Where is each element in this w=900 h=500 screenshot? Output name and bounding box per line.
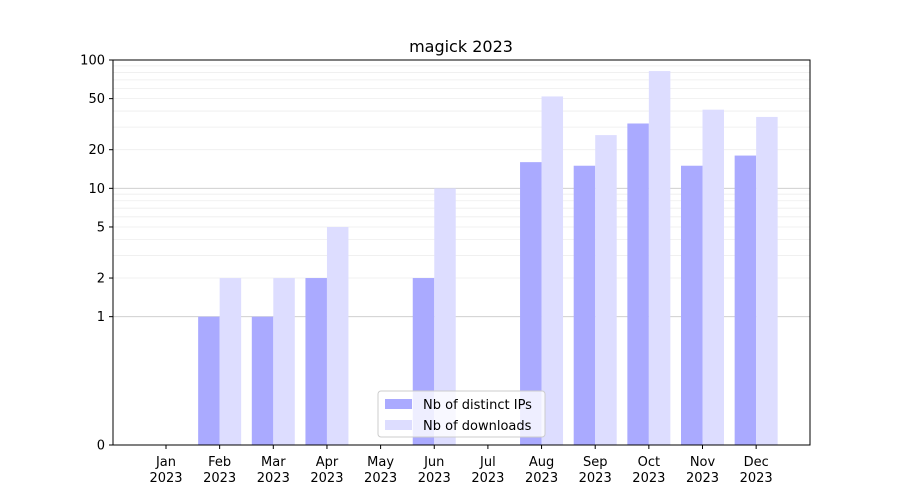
bar-distinct-ips xyxy=(251,316,274,445)
x-tick-label-year: 2023 xyxy=(632,471,665,486)
legend-label: Nb of downloads xyxy=(423,419,532,434)
x-tick-label-year: 2023 xyxy=(686,471,719,486)
bar-downloads xyxy=(756,116,778,446)
bar-downloads xyxy=(702,109,724,445)
x-tick-label-month: Nov xyxy=(690,455,716,470)
bar-downloads xyxy=(326,226,349,445)
y-axis: 0 1 2 5 10 20 50 100 xyxy=(80,54,113,454)
x-tick-label-month: Dec xyxy=(744,455,769,470)
y-tick-label: 0 xyxy=(97,439,105,454)
x-tick-label-year: 2023 xyxy=(740,471,773,486)
legend: Nb of distinct IPs Nb of downloads xyxy=(377,390,546,438)
legend-box xyxy=(377,390,546,438)
plot-frame xyxy=(112,59,811,446)
x-tick-label-year: 2023 xyxy=(310,471,343,486)
bar-downloads xyxy=(434,188,456,446)
bar-distinct-ips xyxy=(305,278,327,445)
x-tick-label-month: Jun xyxy=(423,455,444,470)
y-tick-label: 50 xyxy=(88,92,105,107)
legend-label: Nb of distinct IPs xyxy=(423,398,532,413)
x-tick-label-month: Sep xyxy=(583,455,608,470)
bar-downloads xyxy=(219,278,242,445)
chart-title: magick 2023 xyxy=(409,37,513,56)
x-tick-label-year: 2023 xyxy=(418,471,451,486)
y-tick-label: 10 xyxy=(88,182,105,197)
bar-downloads xyxy=(273,278,295,445)
x-tick-label-year: 2023 xyxy=(525,471,558,486)
y-tick-label: 2 xyxy=(97,272,105,287)
x-axis: Jan2023Feb2023Mar2023Apr2023May2023Jun20… xyxy=(149,445,773,486)
bar-downloads xyxy=(541,96,564,446)
bar-distinct-ips xyxy=(681,165,703,445)
bar-distinct-ips xyxy=(627,123,649,446)
x-tick-label-year: 2023 xyxy=(257,471,290,486)
legend-swatch xyxy=(385,399,412,409)
x-tick-label-month: Jan xyxy=(155,455,176,470)
x-tick-label-month: Feb xyxy=(208,455,231,470)
x-tick-label-month: Apr xyxy=(316,455,339,470)
x-tick-label-month: Oct xyxy=(638,455,660,470)
bar-distinct-ips xyxy=(520,162,542,445)
x-tick-label-year: 2023 xyxy=(149,471,182,486)
x-tick-label-year: 2023 xyxy=(471,471,504,486)
x-tick-label-month: May xyxy=(367,455,394,470)
x-tick-label-month: Jul xyxy=(479,455,496,470)
bar-downloads xyxy=(595,135,617,445)
x-tick-label-year: 2023 xyxy=(203,471,236,486)
y-tick-label: 100 xyxy=(80,54,105,69)
bar-distinct-ips xyxy=(734,155,757,445)
x-tick-label-month: Aug xyxy=(529,455,554,470)
y-tick-label: 20 xyxy=(88,143,105,158)
y-tick-label: 5 xyxy=(97,220,105,235)
bar-distinct-ips xyxy=(573,165,596,445)
bar-downloads xyxy=(648,71,671,446)
y-tick-label: 1 xyxy=(97,310,105,325)
bar-distinct-ips xyxy=(198,316,220,445)
x-tick-label-month: Mar xyxy=(261,455,286,470)
x-tick-label-year: 2023 xyxy=(579,471,612,486)
x-tick-label-year: 2023 xyxy=(364,471,397,486)
legend-swatch xyxy=(385,420,412,430)
